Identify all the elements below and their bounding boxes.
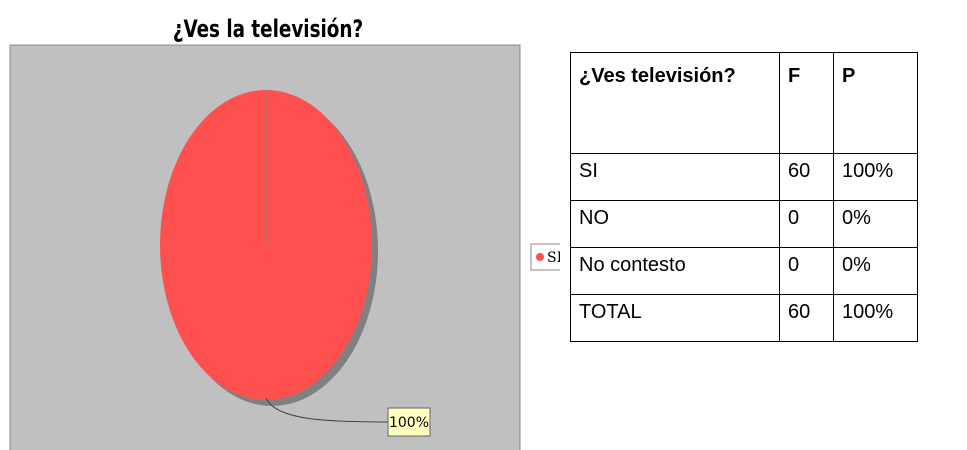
legend-label: SI [547,250,560,266]
chart: ¿Ves la televisión? 100% SI [9,15,560,450]
table-row: TOTAL 60 100% [570,294,918,342]
table-header: P [833,52,918,154]
table-row: No contesto 0 0% [570,247,918,295]
table-cell: 60 [779,294,834,342]
data-label-box [387,407,431,437]
table-header: ¿Ves televisión? [570,52,780,154]
table-cell: 100% [833,153,918,201]
table-cell: 0 [779,200,834,248]
table-row: SI 60 100% [570,153,918,201]
table-cell: NO [570,200,780,248]
data-table: ¿Ves televisión? F P SI 60 100% NO 0 0% No con… [570,52,918,342]
chart-title: ¿Ves la televisión? [173,15,363,43]
table-cell: 0% [833,247,918,295]
table-cell: 0 [779,247,834,295]
leader-line [265,397,389,423]
table-cell: TOTAL [570,294,780,342]
table-row: NO 0 0% [570,200,918,248]
table-cell: 60 [779,153,834,201]
legend-box [530,243,560,271]
table-cell: 0% [833,200,918,248]
table-cell: 100% [833,294,918,342]
table-header: F [779,52,834,154]
data-label: 100% [389,415,429,431]
table-body: SI 60 100% NO 0 0% No contesto 0 0% TOTAL 60 100% [570,153,918,342]
table-cell: SI [570,153,780,201]
table-cell: No contesto [570,247,780,295]
legend-swatch [536,253,544,261]
